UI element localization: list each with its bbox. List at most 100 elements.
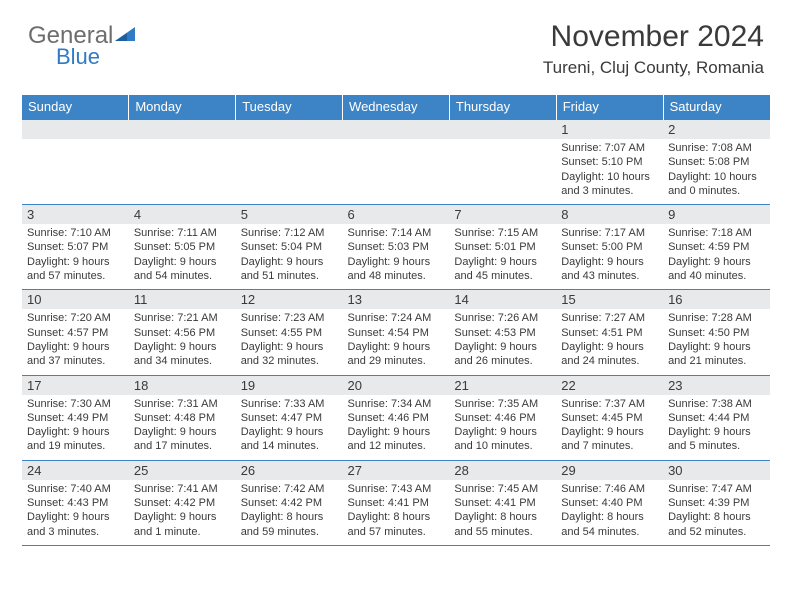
calendar-day-cell: 11Sunrise: 7:21 AMSunset: 4:56 PMDayligh…: [129, 290, 236, 375]
weekday-header-row: SundayMondayTuesdayWednesdayThursdayFrid…: [22, 95, 770, 120]
calendar-day-cell: 14Sunrise: 7:26 AMSunset: 4:53 PMDayligh…: [449, 290, 556, 375]
day-body: Sunrise: 7:21 AMSunset: 4:56 PMDaylight:…: [129, 309, 236, 374]
calendar-day-cell: 21Sunrise: 7:35 AMSunset: 4:46 PMDayligh…: [449, 375, 556, 460]
day-body: Sunrise: 7:30 AMSunset: 4:49 PMDaylight:…: [22, 395, 129, 460]
day-body: Sunrise: 7:47 AMSunset: 4:39 PMDaylight:…: [663, 480, 770, 545]
day-body: [449, 139, 556, 197]
calendar-day-cell: 30Sunrise: 7:47 AMSunset: 4:39 PMDayligh…: [663, 460, 770, 545]
header: November 2024 Tureni, Cluj County, Roman…: [543, 20, 764, 78]
day-number: 13: [343, 290, 450, 309]
sunset-text: Sunset: 4:48 PM: [134, 411, 231, 425]
daylight-text: Daylight: 9 hours and 54 minutes.: [134, 255, 231, 284]
weekday-header: Tuesday: [236, 95, 343, 120]
calendar-day-cell: 6Sunrise: 7:14 AMSunset: 5:03 PMDaylight…: [343, 205, 450, 290]
day-number: 9: [663, 205, 770, 224]
sunset-text: Sunset: 5:03 PM: [348, 240, 445, 254]
day-number: [343, 120, 450, 139]
daylight-text: Daylight: 9 hours and 29 minutes.: [348, 340, 445, 369]
calendar-day-cell: 5Sunrise: 7:12 AMSunset: 5:04 PMDaylight…: [236, 205, 343, 290]
day-body: Sunrise: 7:26 AMSunset: 4:53 PMDaylight:…: [449, 309, 556, 374]
day-body: Sunrise: 7:11 AMSunset: 5:05 PMDaylight:…: [129, 224, 236, 289]
sunset-text: Sunset: 4:42 PM: [241, 496, 338, 510]
day-body: Sunrise: 7:12 AMSunset: 5:04 PMDaylight:…: [236, 224, 343, 289]
day-number: 10: [22, 290, 129, 309]
daylight-text: Daylight: 9 hours and 48 minutes.: [348, 255, 445, 284]
day-body: Sunrise: 7:20 AMSunset: 4:57 PMDaylight:…: [22, 309, 129, 374]
daylight-text: Daylight: 8 hours and 55 minutes.: [454, 510, 551, 539]
day-number: 24: [22, 461, 129, 480]
daylight-text: Daylight: 8 hours and 52 minutes.: [668, 510, 765, 539]
sunrise-text: Sunrise: 7:27 AM: [561, 311, 658, 325]
calendar-day-cell: [22, 120, 129, 205]
daylight-text: Daylight: 9 hours and 51 minutes.: [241, 255, 338, 284]
day-number: [22, 120, 129, 139]
sunrise-text: Sunrise: 7:11 AM: [134, 226, 231, 240]
sunset-text: Sunset: 4:57 PM: [27, 326, 124, 340]
sunrise-text: Sunrise: 7:20 AM: [27, 311, 124, 325]
sunrise-text: Sunrise: 7:40 AM: [27, 482, 124, 496]
sunrise-text: Sunrise: 7:17 AM: [561, 226, 658, 240]
calendar-day-cell: 4Sunrise: 7:11 AMSunset: 5:05 PMDaylight…: [129, 205, 236, 290]
day-number: 5: [236, 205, 343, 224]
calendar-day-cell: 24Sunrise: 7:40 AMSunset: 4:43 PMDayligh…: [22, 460, 129, 545]
day-number: 14: [449, 290, 556, 309]
calendar-day-cell: 23Sunrise: 7:38 AMSunset: 4:44 PMDayligh…: [663, 375, 770, 460]
sunset-text: Sunset: 4:56 PM: [134, 326, 231, 340]
day-number: 15: [556, 290, 663, 309]
calendar-day-cell: [449, 120, 556, 205]
sunrise-text: Sunrise: 7:46 AM: [561, 482, 658, 496]
sunset-text: Sunset: 4:49 PM: [27, 411, 124, 425]
sunset-text: Sunset: 4:42 PM: [134, 496, 231, 510]
day-body: Sunrise: 7:23 AMSunset: 4:55 PMDaylight:…: [236, 309, 343, 374]
sunrise-text: Sunrise: 7:14 AM: [348, 226, 445, 240]
day-body: Sunrise: 7:46 AMSunset: 4:40 PMDaylight:…: [556, 480, 663, 545]
daylight-text: Daylight: 9 hours and 37 minutes.: [27, 340, 124, 369]
calendar-day-cell: 12Sunrise: 7:23 AMSunset: 4:55 PMDayligh…: [236, 290, 343, 375]
day-number: 7: [449, 205, 556, 224]
sunrise-text: Sunrise: 7:21 AM: [134, 311, 231, 325]
daylight-text: Daylight: 9 hours and 40 minutes.: [668, 255, 765, 284]
calendar-day-cell: 20Sunrise: 7:34 AMSunset: 4:46 PMDayligh…: [343, 375, 450, 460]
day-number: 30: [663, 461, 770, 480]
sunrise-text: Sunrise: 7:45 AM: [454, 482, 551, 496]
daylight-text: Daylight: 9 hours and 7 minutes.: [561, 425, 658, 454]
sunset-text: Sunset: 5:00 PM: [561, 240, 658, 254]
sunset-text: Sunset: 4:53 PM: [454, 326, 551, 340]
day-number: 8: [556, 205, 663, 224]
sunrise-text: Sunrise: 7:38 AM: [668, 397, 765, 411]
day-body: Sunrise: 7:40 AMSunset: 4:43 PMDaylight:…: [22, 480, 129, 545]
calendar-day-cell: 9Sunrise: 7:18 AMSunset: 4:59 PMDaylight…: [663, 205, 770, 290]
weekday-header: Monday: [129, 95, 236, 120]
day-number: 23: [663, 376, 770, 395]
calendar-day-cell: 19Sunrise: 7:33 AMSunset: 4:47 PMDayligh…: [236, 375, 343, 460]
weekday-header: Wednesday: [343, 95, 450, 120]
sunset-text: Sunset: 4:54 PM: [348, 326, 445, 340]
sunrise-text: Sunrise: 7:33 AM: [241, 397, 338, 411]
day-number: 27: [343, 461, 450, 480]
sunset-text: Sunset: 4:39 PM: [668, 496, 765, 510]
calendar-week-row: 17Sunrise: 7:30 AMSunset: 4:49 PMDayligh…: [22, 375, 770, 460]
day-body: Sunrise: 7:31 AMSunset: 4:48 PMDaylight:…: [129, 395, 236, 460]
sunrise-text: Sunrise: 7:07 AM: [561, 141, 658, 155]
sunrise-text: Sunrise: 7:43 AM: [348, 482, 445, 496]
day-number: 29: [556, 461, 663, 480]
day-body: [236, 139, 343, 197]
sunrise-text: Sunrise: 7:12 AM: [241, 226, 338, 240]
day-body: Sunrise: 7:27 AMSunset: 4:51 PMDaylight:…: [556, 309, 663, 374]
sunset-text: Sunset: 4:55 PM: [241, 326, 338, 340]
sunrise-text: Sunrise: 7:18 AM: [668, 226, 765, 240]
calendar-day-cell: 25Sunrise: 7:41 AMSunset: 4:42 PMDayligh…: [129, 460, 236, 545]
sunrise-text: Sunrise: 7:08 AM: [668, 141, 765, 155]
calendar-day-cell: 26Sunrise: 7:42 AMSunset: 4:42 PMDayligh…: [236, 460, 343, 545]
day-body: Sunrise: 7:18 AMSunset: 4:59 PMDaylight:…: [663, 224, 770, 289]
calendar-week-row: 3Sunrise: 7:10 AMSunset: 5:07 PMDaylight…: [22, 205, 770, 290]
daylight-text: Daylight: 9 hours and 57 minutes.: [27, 255, 124, 284]
calendar-day-cell: 10Sunrise: 7:20 AMSunset: 4:57 PMDayligh…: [22, 290, 129, 375]
day-number: 11: [129, 290, 236, 309]
day-body: Sunrise: 7:15 AMSunset: 5:01 PMDaylight:…: [449, 224, 556, 289]
day-number: 16: [663, 290, 770, 309]
day-body: Sunrise: 7:38 AMSunset: 4:44 PMDaylight:…: [663, 395, 770, 460]
sunrise-text: Sunrise: 7:28 AM: [668, 311, 765, 325]
calendar-day-cell: 27Sunrise: 7:43 AMSunset: 4:41 PMDayligh…: [343, 460, 450, 545]
day-number: 22: [556, 376, 663, 395]
